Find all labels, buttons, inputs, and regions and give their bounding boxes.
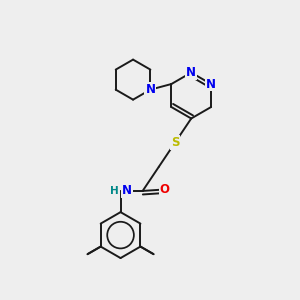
Text: N: N bbox=[122, 184, 132, 197]
Text: O: O bbox=[160, 183, 170, 196]
Text: H: H bbox=[110, 186, 119, 196]
Text: S: S bbox=[171, 136, 179, 149]
Text: N: N bbox=[206, 77, 216, 91]
Text: N: N bbox=[186, 66, 196, 79]
Text: N: N bbox=[146, 83, 155, 96]
